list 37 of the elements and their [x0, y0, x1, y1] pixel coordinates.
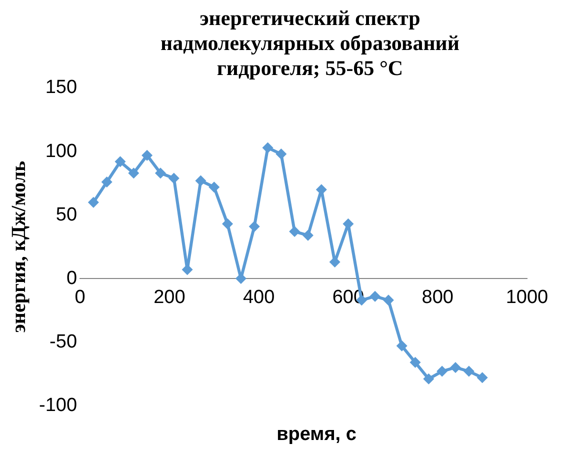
point — [168, 172, 180, 184]
point — [154, 168, 166, 179]
y-tick-label: 50 — [56, 204, 78, 226]
point — [142, 150, 153, 161]
chart-title: энергетический спектр надмолекулярных образований гидрогеля; 55-65 °C — [159, 6, 461, 81]
point — [101, 176, 112, 188]
point — [262, 142, 274, 154]
y-tick-label: -50 — [50, 331, 78, 352]
point — [222, 218, 234, 230]
point — [410, 356, 421, 368]
point — [463, 366, 474, 377]
y-axis-title: энергия, кДж/моль — [8, 160, 30, 333]
y-tick-label: 0 — [66, 268, 78, 289]
point — [436, 366, 448, 377]
point — [396, 340, 408, 352]
point — [450, 362, 461, 373]
point — [195, 175, 206, 186]
x-tick-label: 1000 — [506, 287, 548, 308]
point — [382, 294, 394, 306]
point — [370, 290, 381, 302]
x-tick-label: 200 — [154, 287, 186, 308]
point — [128, 168, 140, 179]
x-axis-title: время, с — [276, 424, 358, 446]
y-tick-label: 150 — [45, 77, 78, 98]
y-tick-label: -100 — [38, 394, 78, 416]
point — [248, 220, 260, 232]
y-tick-label: 100 — [45, 140, 78, 162]
x-tick-label: 800 — [422, 287, 454, 308]
point — [88, 196, 99, 208]
point — [476, 372, 488, 384]
point — [276, 148, 287, 160]
x-tick-label: 400 — [242, 287, 275, 308]
point — [208, 182, 220, 193]
point — [423, 373, 434, 384]
point — [114, 156, 126, 168]
point — [289, 226, 300, 238]
point — [302, 230, 314, 241]
